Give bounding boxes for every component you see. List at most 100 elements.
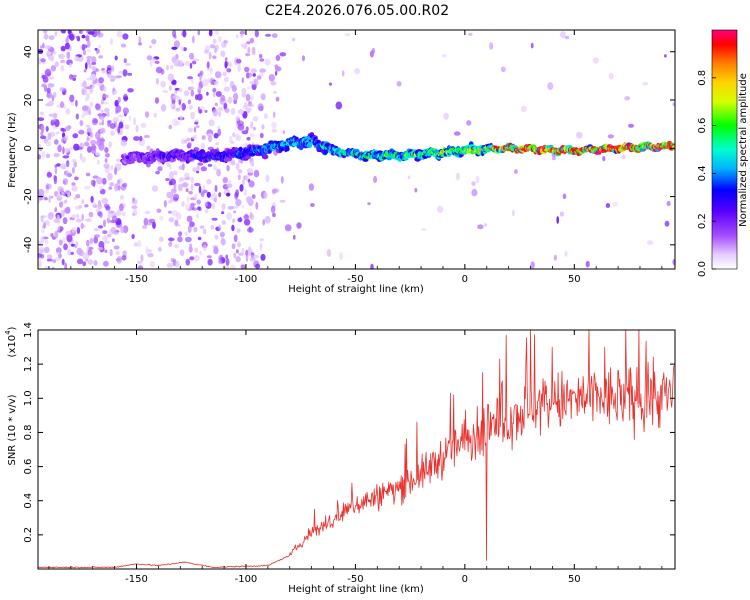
spectrogram-cell	[107, 212, 111, 220]
spectrogram-cell	[551, 156, 556, 161]
spectrogram-cell	[226, 212, 233, 221]
spectrogram-cell	[46, 254, 53, 260]
spectrogram-cell	[110, 38, 113, 46]
spectrogram-cell	[144, 111, 150, 118]
spectrogram-cell	[168, 237, 175, 242]
y-tick-label: 0.8	[23, 424, 34, 440]
spectrogram-cell	[174, 244, 178, 249]
spectrogram-cell	[212, 109, 218, 117]
spectrogram-cell	[271, 128, 277, 133]
spectrogram-cell	[119, 203, 124, 212]
spectrogram-cell	[244, 155, 251, 160]
spectrogram-cell	[63, 148, 70, 153]
spectrogram-cell	[151, 38, 157, 45]
spectrogram-cell	[171, 46, 178, 50]
colorbar-tick-label: 0.0	[697, 261, 708, 277]
spectrogram-cell	[41, 229, 45, 233]
spectrogram-cell	[168, 241, 173, 247]
spectrogram-cell	[148, 45, 152, 49]
spectrogram-cell	[112, 238, 115, 242]
spectrogram-cell	[220, 50, 226, 57]
spectrogram-cell	[559, 211, 565, 217]
spectrogram-cell	[197, 162, 204, 166]
x-tick-label: -100	[235, 574, 258, 585]
spectrogram-cell	[109, 182, 115, 187]
spectrogram-cell	[131, 233, 135, 240]
spectrogram-cell	[238, 146, 243, 152]
spectrogram-cell	[40, 135, 47, 140]
spectrogram-cell	[236, 58, 242, 64]
spectrogram-cell	[230, 107, 236, 115]
spectrogram-cell	[81, 87, 87, 96]
spectrogram-cell	[241, 77, 244, 84]
spectrogram-cell	[251, 194, 256, 200]
spectrogram-cell	[137, 261, 143, 264]
spectrogram-cell	[225, 258, 230, 266]
spectrogram-cell	[260, 253, 266, 261]
spectrogram-cell	[255, 202, 259, 210]
spectrogram-cell	[168, 181, 173, 186]
spectrogram-cell	[38, 117, 45, 122]
spectrogram-cell	[171, 118, 178, 127]
spectrogram-cell	[206, 178, 212, 185]
spectrogram-cell	[252, 73, 256, 77]
spectrogram-cell	[60, 30, 66, 34]
spectrogram-cell	[102, 177, 107, 185]
spectrogram-cell	[84, 204, 89, 208]
spectrogram-cell	[173, 170, 178, 176]
spectrogram-cell	[245, 107, 253, 111]
spectrogram-cell	[117, 114, 124, 118]
spectrogram-cell	[242, 104, 248, 110]
spectrogram-cell	[137, 265, 144, 269]
spectrogram-cell	[198, 109, 203, 114]
spectrogram-cell	[133, 242, 139, 247]
spectrogram-cell	[41, 150, 45, 159]
spectrogram-cell	[272, 212, 276, 218]
spectrogram-cell	[122, 69, 128, 77]
spectrogram-cell	[173, 40, 180, 49]
spectrogram-cell	[42, 30, 48, 34]
spectrogram-cell	[102, 101, 109, 105]
spectrogram-cell	[71, 158, 77, 163]
spectrogram-cell	[672, 258, 675, 266]
spectrogram-cell	[54, 167, 58, 175]
spectrogram-cell	[259, 242, 263, 251]
spectrogram-cell	[122, 182, 128, 188]
spectrogram-cell	[115, 158, 122, 163]
spectrogram-cell	[239, 184, 244, 192]
spectrogram-cell	[66, 160, 70, 168]
spectrogram-cell	[196, 170, 200, 174]
spectrogram-cell	[133, 117, 137, 126]
spectrogram-cell	[45, 153, 51, 159]
spectrogram-cell	[233, 252, 237, 259]
spectrogram-cell	[275, 96, 280, 102]
spectrogram-cell	[220, 94, 226, 102]
spectrogram-cell	[114, 167, 118, 175]
spectrogram-cell	[471, 188, 478, 197]
spectrogram-cell	[642, 82, 649, 86]
spectrogram-cell	[90, 179, 96, 186]
spectrogram-cell	[443, 112, 449, 120]
spectrogram-cell	[78, 204, 83, 209]
spectrogram-cell	[81, 43, 86, 51]
spectrogram-cell	[217, 128, 221, 137]
spectrogram-cell	[61, 191, 64, 195]
spectrogram-cell	[179, 249, 185, 257]
spectrogram-cell	[143, 134, 150, 139]
spectrogram-cell	[231, 85, 237, 92]
spectrogram-cell	[189, 221, 195, 228]
spectrogram-cell	[178, 165, 185, 170]
spectrogram-cell	[241, 130, 249, 135]
snr-plot-area	[38, 330, 675, 569]
spectrogram-cell	[280, 176, 284, 184]
spectrogram-cell	[98, 142, 105, 151]
spectrogram-cell	[174, 219, 179, 227]
spectrogram-cell	[168, 124, 173, 130]
spectrogram-cell	[53, 91, 57, 98]
spectrogram-cell	[166, 162, 170, 168]
spectrogram-cell	[211, 217, 218, 221]
spectrogram-cell	[188, 190, 193, 195]
spectrogram-cell	[50, 233, 54, 238]
spectrogram-cell	[56, 163, 61, 167]
spectrogram-cell	[195, 213, 199, 219]
